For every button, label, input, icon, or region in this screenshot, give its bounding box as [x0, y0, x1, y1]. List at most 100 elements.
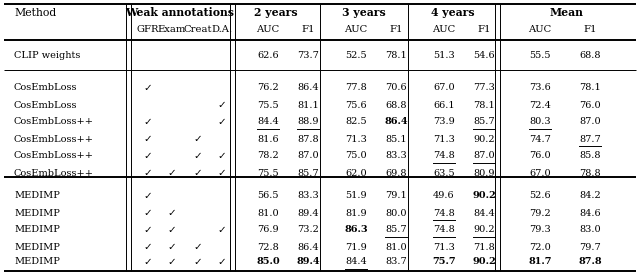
Text: ✓: ✓ — [143, 117, 152, 127]
Text: 90.2: 90.2 — [473, 134, 495, 144]
Text: 86.4: 86.4 — [297, 243, 319, 252]
Text: 71.3: 71.3 — [345, 134, 367, 144]
Text: 82.5: 82.5 — [345, 117, 367, 126]
Text: CLIP weights: CLIP weights — [14, 51, 81, 59]
Text: ✓: ✓ — [143, 151, 152, 161]
Text: 87.0: 87.0 — [297, 152, 319, 161]
Text: 67.0: 67.0 — [529, 169, 551, 177]
Text: MEDIMP: MEDIMP — [14, 226, 60, 235]
Text: ✓: ✓ — [194, 257, 202, 267]
Text: ✓: ✓ — [194, 168, 202, 178]
Text: ✓: ✓ — [143, 134, 152, 144]
Text: 54.6: 54.6 — [473, 51, 495, 59]
Text: Exam: Exam — [158, 26, 186, 34]
Text: 68.8: 68.8 — [579, 51, 601, 59]
Text: AUC: AUC — [344, 26, 367, 34]
Text: 62.6: 62.6 — [257, 51, 279, 59]
Text: 72.4: 72.4 — [529, 100, 551, 109]
Text: 71.8: 71.8 — [473, 243, 495, 252]
Text: 87.0: 87.0 — [579, 117, 601, 126]
Text: ✓: ✓ — [143, 191, 152, 201]
Text: 75.0: 75.0 — [345, 152, 367, 161]
Text: F1: F1 — [389, 26, 403, 34]
Text: 80.3: 80.3 — [529, 117, 551, 126]
Text: 56.5: 56.5 — [257, 191, 279, 200]
Text: AUC: AUC — [433, 26, 456, 34]
Text: 73.6: 73.6 — [529, 84, 551, 92]
Text: 74.8: 74.8 — [433, 226, 455, 235]
Text: 73.9: 73.9 — [433, 117, 455, 126]
Text: ✓: ✓ — [218, 117, 227, 127]
Text: 81.1: 81.1 — [297, 100, 319, 109]
Text: ✓: ✓ — [218, 151, 227, 161]
Text: 51.3: 51.3 — [433, 51, 455, 59]
Text: 83.0: 83.0 — [579, 226, 601, 235]
Text: 79.3: 79.3 — [529, 226, 551, 235]
Text: ✓: ✓ — [168, 225, 177, 235]
Text: 72.0: 72.0 — [529, 243, 551, 252]
Text: 77.3: 77.3 — [473, 84, 495, 92]
Text: 87.0: 87.0 — [473, 152, 495, 161]
Text: 71.9: 71.9 — [345, 243, 367, 252]
Text: 78.1: 78.1 — [473, 100, 495, 109]
Text: 83.7: 83.7 — [385, 257, 407, 266]
Text: ✓: ✓ — [194, 134, 202, 144]
Text: CosEmbLoss++: CosEmbLoss++ — [14, 169, 94, 177]
Text: 76.0: 76.0 — [579, 100, 601, 109]
Text: 78.8: 78.8 — [579, 169, 601, 177]
Text: 86.4: 86.4 — [384, 117, 408, 126]
Text: 49.6: 49.6 — [433, 191, 455, 200]
Text: 68.8: 68.8 — [385, 100, 407, 109]
Text: AUC: AUC — [529, 26, 552, 34]
Text: 90.2: 90.2 — [473, 226, 495, 235]
Text: 86.3: 86.3 — [344, 226, 368, 235]
Text: 81.0: 81.0 — [385, 243, 407, 252]
Text: 87.8: 87.8 — [297, 134, 319, 144]
Text: 80.0: 80.0 — [385, 208, 407, 218]
Text: ✓: ✓ — [218, 168, 227, 178]
Text: MEDIMP: MEDIMP — [14, 257, 60, 266]
Text: ✓: ✓ — [168, 208, 177, 218]
Text: ✓: ✓ — [143, 242, 152, 252]
Text: 4 years: 4 years — [431, 7, 474, 18]
Text: 2 years: 2 years — [254, 7, 298, 18]
Text: 80.9: 80.9 — [473, 169, 495, 177]
Text: 86.4: 86.4 — [297, 84, 319, 92]
Text: MEDIMP: MEDIMP — [14, 208, 60, 218]
Text: ✓: ✓ — [143, 83, 152, 93]
Text: CosEmbLoss: CosEmbLoss — [14, 84, 77, 92]
Text: 67.0: 67.0 — [433, 84, 455, 92]
Text: ✓: ✓ — [143, 257, 152, 267]
Text: 81.0: 81.0 — [257, 208, 279, 218]
Text: 55.5: 55.5 — [529, 51, 551, 59]
Text: 62.0: 62.0 — [345, 169, 367, 177]
Text: 87.7: 87.7 — [579, 134, 601, 144]
Text: 83.3: 83.3 — [385, 152, 407, 161]
Text: 66.1: 66.1 — [433, 100, 455, 109]
Text: CosEmbLoss: CosEmbLoss — [14, 100, 77, 109]
Text: F1: F1 — [583, 26, 596, 34]
Text: 76.2: 76.2 — [257, 84, 279, 92]
Text: F1: F1 — [301, 26, 315, 34]
Text: 79.1: 79.1 — [385, 191, 407, 200]
Text: 3 years: 3 years — [342, 7, 386, 18]
Text: 78.1: 78.1 — [385, 51, 407, 59]
Text: 85.7: 85.7 — [297, 169, 319, 177]
Text: 81.9: 81.9 — [345, 208, 367, 218]
Text: 52.6: 52.6 — [529, 191, 551, 200]
Text: D.A.: D.A. — [211, 26, 232, 34]
Text: AUC: AUC — [257, 26, 280, 34]
Text: ✓: ✓ — [143, 168, 152, 178]
Text: 85.7: 85.7 — [385, 226, 407, 235]
Text: 85.1: 85.1 — [385, 134, 407, 144]
Text: ✓: ✓ — [168, 257, 177, 267]
Text: 76.9: 76.9 — [257, 226, 279, 235]
Text: 87.8: 87.8 — [578, 257, 602, 266]
Text: 90.2: 90.2 — [472, 257, 496, 266]
Text: F1: F1 — [477, 26, 491, 34]
Text: CosEmbLoss++: CosEmbLoss++ — [14, 117, 94, 126]
Text: ✓: ✓ — [218, 100, 227, 110]
Text: 84.6: 84.6 — [579, 208, 601, 218]
Text: 89.4: 89.4 — [297, 208, 319, 218]
Text: 52.5: 52.5 — [345, 51, 367, 59]
